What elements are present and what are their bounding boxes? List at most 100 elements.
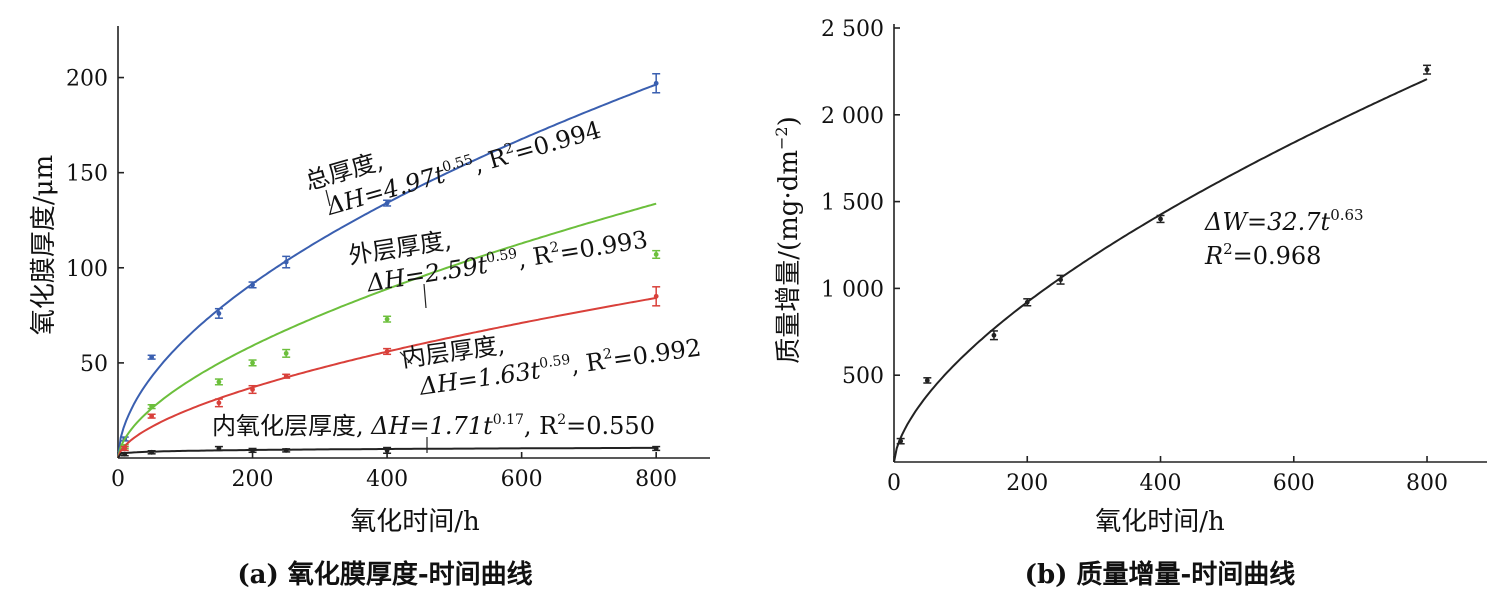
a-series-1-point-5 bbox=[384, 316, 390, 322]
a-series-1-point-1 bbox=[149, 404, 155, 410]
series-label-2-leader bbox=[399, 351, 413, 365]
series-label-0-exp: 0.55 bbox=[440, 152, 474, 176]
chart-panel-b: 0 200 400 600 800 500 1 000 1 500 2 000 2 500 氧化时… bbox=[772, 17, 1487, 590]
panel-b-eq-exp: 0.63 bbox=[1330, 206, 1363, 224]
b-series-0-point-4 bbox=[1058, 277, 1063, 283]
panel-a-caption: (a) 氧化膜厚度-时间曲线 bbox=[237, 559, 532, 590]
a-series-3-point-3 bbox=[250, 447, 255, 453]
b-series-0-point-6 bbox=[1424, 67, 1430, 73]
a-series-1-point-3 bbox=[250, 360, 255, 366]
b-xtick-label-0: 0 bbox=[887, 471, 901, 496]
panel-b-eq-prefix: ΔW=32.7t bbox=[1204, 208, 1331, 236]
a-ytick-label-2: 150 bbox=[66, 162, 108, 187]
a-series-2-point-2 bbox=[216, 400, 222, 406]
series-label-3-suffix: =0.550 bbox=[566, 412, 655, 440]
a-series-0-point-5 bbox=[384, 200, 390, 206]
a-xtick-label-3: 600 bbox=[501, 467, 543, 492]
a-xtick-label-4: 800 bbox=[635, 467, 677, 492]
series-label-3: 内氧化层厚度, ΔH=1.71t0.17, R2=0.550 bbox=[212, 412, 655, 440]
panel-b-ylabel: 质量增量/(mg·dm−2) bbox=[772, 116, 804, 364]
a-series-0-point-6 bbox=[653, 80, 659, 86]
panel-b-ylabel-sup: −2 bbox=[772, 126, 791, 150]
b-ytick-label-2: 1 500 bbox=[821, 191, 884, 216]
panel-b-annotation-r2: R2=0.968 bbox=[1204, 240, 1321, 270]
a-series-1-fit-line bbox=[117, 202, 657, 459]
series-label-0-leader bbox=[325, 189, 331, 207]
a-ytick-label-0: 50 bbox=[80, 352, 108, 377]
series-label-3-exp: 0.17 bbox=[493, 412, 524, 428]
panel-b-ticks: 0 200 400 600 800 500 1 000 1 500 2 000 2 500 bbox=[821, 17, 1448, 496]
series-label-2-exp: 0.59 bbox=[538, 352, 571, 372]
a-xtick-label-2: 400 bbox=[366, 467, 408, 492]
a-ytick-label-1: 100 bbox=[66, 257, 108, 282]
a-xtick-label-1: 200 bbox=[232, 467, 274, 492]
b-series-0-fit-line bbox=[893, 78, 1428, 463]
panel-b-r2-exp: 2 bbox=[1223, 240, 1233, 258]
panel-a-series bbox=[117, 73, 661, 459]
a-ytick-label-3: 200 bbox=[66, 67, 108, 92]
panel-a-ylabel: 氧化膜厚度/μm bbox=[29, 155, 59, 335]
panel-b-r2-suffix: =0.968 bbox=[1233, 242, 1322, 270]
panel-a-axes bbox=[117, 26, 710, 459]
panel-b-xlabel: 氧化时间/h bbox=[1095, 507, 1225, 537]
b-series-0-point-1 bbox=[924, 378, 930, 383]
b-series-0-point-5 bbox=[1158, 216, 1163, 222]
panel-b-annotation-eq: ΔW=32.7t0.63 bbox=[1204, 206, 1364, 236]
series-label-1-mid: , R bbox=[516, 240, 554, 273]
a-series-2-point-6 bbox=[653, 293, 659, 299]
series-label-0-r2exp: 2 bbox=[502, 140, 515, 158]
a-series-3-point-1 bbox=[149, 449, 155, 455]
series-label-1: 外层厚度,ΔH=2.59t0.59, R2=0.993 bbox=[347, 225, 650, 297]
b-xtick-label-1: 200 bbox=[1006, 471, 1048, 496]
a-series-3-point-6 bbox=[653, 446, 659, 451]
b-series-0-point-3 bbox=[1024, 299, 1030, 305]
b-xtick-label-3: 600 bbox=[1273, 471, 1315, 496]
series-label-1-r2exp: 2 bbox=[549, 239, 560, 256]
b-ytick-label-1: 1 000 bbox=[821, 277, 884, 302]
series-label-3-mid: , R bbox=[524, 412, 558, 440]
series-label-2-r2exp: 2 bbox=[602, 346, 613, 363]
panel-b-r2-prefix: R bbox=[1204, 242, 1223, 270]
a-series-1-point-6 bbox=[653, 252, 659, 257]
panel-b-series bbox=[893, 64, 1432, 463]
b-ytick-label-3: 2 000 bbox=[821, 104, 884, 129]
a-series-2-point-5 bbox=[384, 349, 390, 354]
panel-b-ylabel-main: 质量增量/(mg·dm bbox=[774, 150, 804, 364]
b-series-0-point-0 bbox=[898, 438, 904, 444]
a-series-3-point-2 bbox=[216, 446, 222, 451]
panel-b-axes bbox=[893, 24, 1487, 463]
series-label-2-mid: , R bbox=[569, 347, 607, 379]
a-xtick-label-0: 0 bbox=[111, 467, 125, 492]
a-series-2-point-3 bbox=[250, 387, 255, 392]
series-label-3-prefix: ΔH=1.71t bbox=[370, 412, 493, 440]
b-xtick-label-2: 400 bbox=[1140, 471, 1182, 496]
a-series-0-point-1 bbox=[149, 354, 155, 360]
a-series-2-point-4 bbox=[283, 373, 289, 379]
a-series-1-point-2 bbox=[216, 379, 222, 385]
series-label-2: 内层厚度,ΔH=1.63t0.59, R2=0.992 bbox=[400, 331, 703, 401]
panel-a-ticks: 0 200 400 600 800 50 100 150 200 bbox=[66, 67, 677, 492]
panel-b-caption: (b) 质量增量-时间曲线 bbox=[1025, 559, 1296, 590]
series-label-1-exp: 0.59 bbox=[485, 246, 518, 267]
a-series-0-point-3 bbox=[250, 282, 255, 288]
a-series-0-point-2 bbox=[216, 311, 222, 316]
b-ytick-label-0: 500 bbox=[842, 364, 884, 389]
series-label-0: 总厚度,ΔH=4.97t0.55, R2=0.994 bbox=[302, 116, 604, 221]
a-series-3-point-0 bbox=[122, 451, 128, 457]
chart-panel-a: 0 200 400 600 800 50 100 150 200 总厚度,ΔH=4.97t0.5… bbox=[29, 26, 710, 590]
series-label-3-r2exp: 2 bbox=[557, 412, 566, 428]
series-label-3-name: 内氧化层厚度, bbox=[212, 412, 371, 440]
a-series-3-point-5 bbox=[384, 447, 390, 453]
a-series-1-point-4 bbox=[283, 350, 289, 356]
series-label-1-leader bbox=[423, 283, 427, 309]
series-label-1-suffix: =0.993 bbox=[558, 225, 650, 267]
b-ytick-label-4: 2 500 bbox=[821, 17, 884, 42]
a-series-2-point-1 bbox=[149, 413, 155, 419]
a-series-3-point-4 bbox=[283, 447, 289, 453]
a-series-0-point-4 bbox=[283, 259, 289, 265]
panel-a-labels: 总厚度,ΔH=4.97t0.55, R2=0.994外层厚度,ΔH=2.59t0… bbox=[212, 116, 703, 453]
a-series-2-point-0 bbox=[122, 446, 128, 451]
b-series-0-point-2 bbox=[991, 332, 997, 338]
series-label-2-suffix: =0.992 bbox=[611, 333, 703, 373]
